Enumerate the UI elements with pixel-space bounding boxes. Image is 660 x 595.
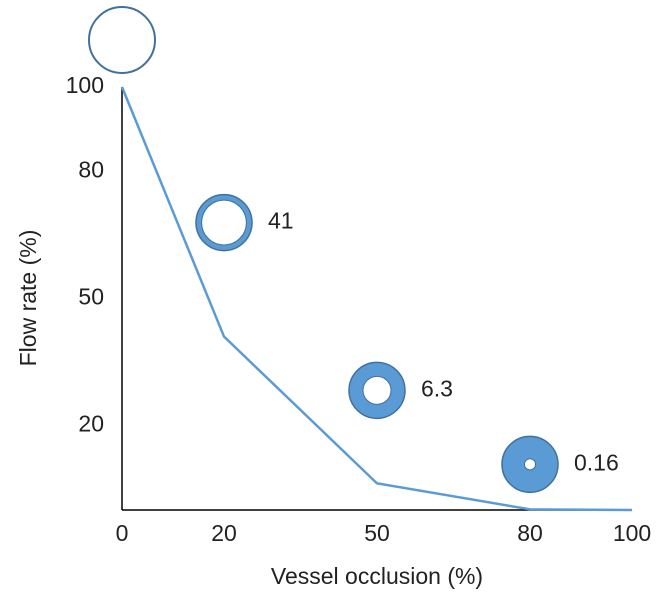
- x-tick-label: 100: [613, 520, 651, 546]
- y-tick-label: 20: [78, 410, 104, 436]
- vessel-lumen: [202, 200, 247, 245]
- page: Vessel occlusion (%) Flow rate (%) 20 50 8…: [0, 0, 660, 595]
- data-label: 6.3: [421, 375, 453, 401]
- x-tick-label: 20: [211, 520, 237, 546]
- x-tick-label: 50: [364, 520, 390, 546]
- y-axis-title: Flow rate (%): [15, 230, 41, 367]
- y-tick-label: 50: [78, 284, 104, 310]
- x-axis-title: Vessel occlusion (%): [271, 563, 483, 589]
- x-tick-label: 80: [517, 520, 543, 546]
- data-label: 0.16: [574, 449, 619, 475]
- y-tick-label: 100: [66, 72, 104, 98]
- vessel-lumen: [363, 376, 391, 404]
- chart: Vessel occlusion (%) Flow rate (%) 20 50 8…: [0, 0, 660, 595]
- data-label: 41: [268, 208, 294, 234]
- x-tick-label: 0: [116, 520, 129, 546]
- vessel-icon: [89, 7, 155, 73]
- vessel-lumen: [524, 459, 535, 470]
- line: [122, 87, 632, 510]
- y-tick-label: 80: [78, 157, 104, 183]
